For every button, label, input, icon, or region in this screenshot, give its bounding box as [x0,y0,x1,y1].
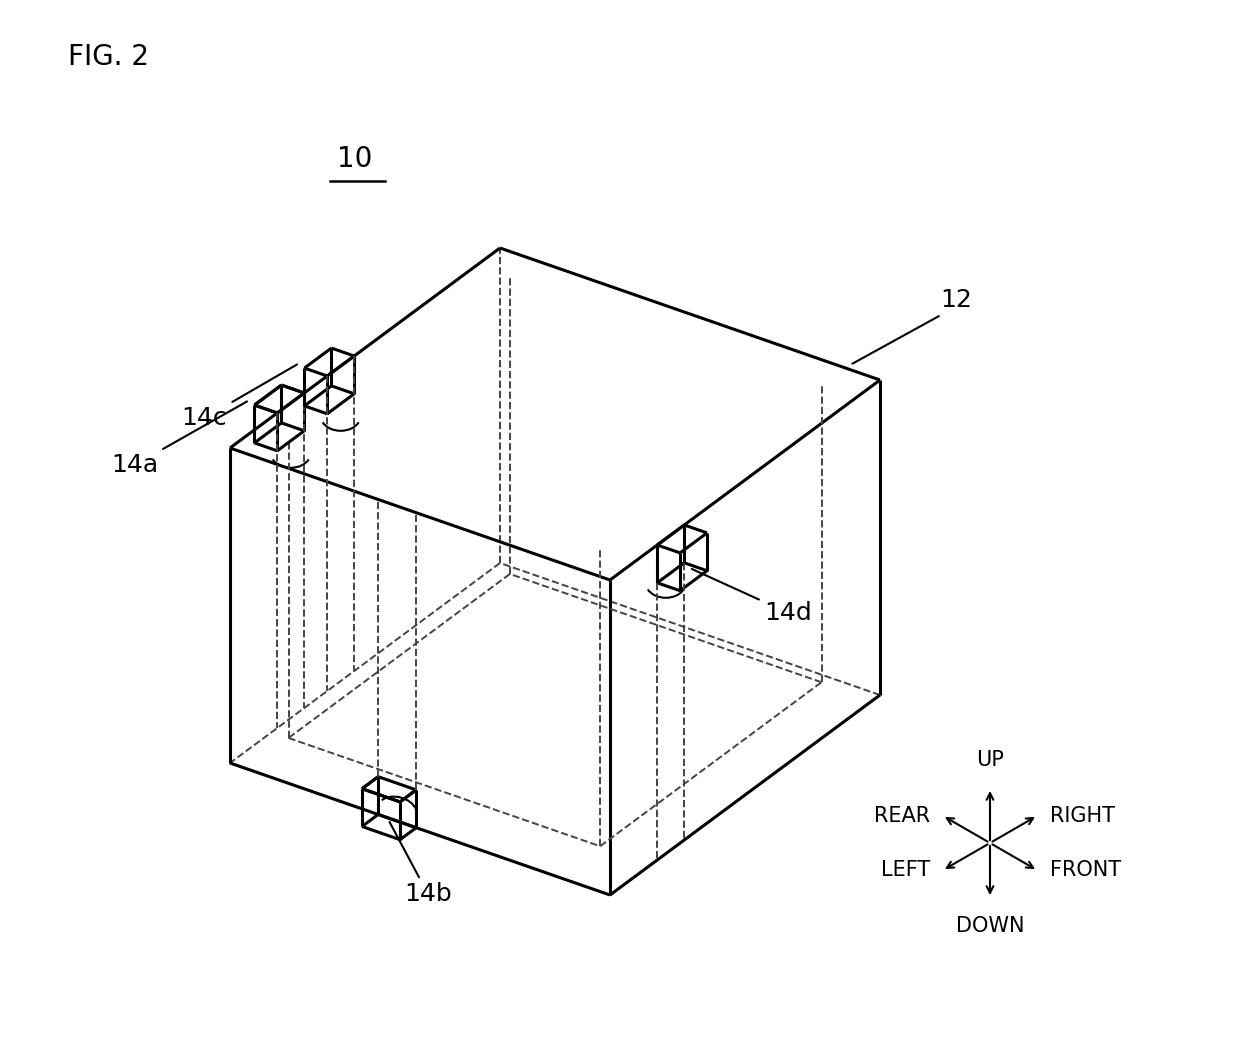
Text: 10: 10 [337,145,373,173]
Text: 14c: 14c [181,364,298,430]
Text: FRONT: FRONT [1049,860,1121,880]
Text: REAR: REAR [874,805,930,825]
Text: UP: UP [976,750,1004,770]
Text: 12: 12 [852,288,972,364]
Text: 14a: 14a [110,402,247,477]
Text: FIG. 2: FIG. 2 [68,43,149,71]
Text: RIGHT: RIGHT [1049,805,1115,825]
Text: LEFT: LEFT [882,860,930,880]
Text: 14d: 14d [692,568,812,625]
Text: 14b: 14b [389,822,453,906]
Text: DOWN: DOWN [956,916,1024,936]
